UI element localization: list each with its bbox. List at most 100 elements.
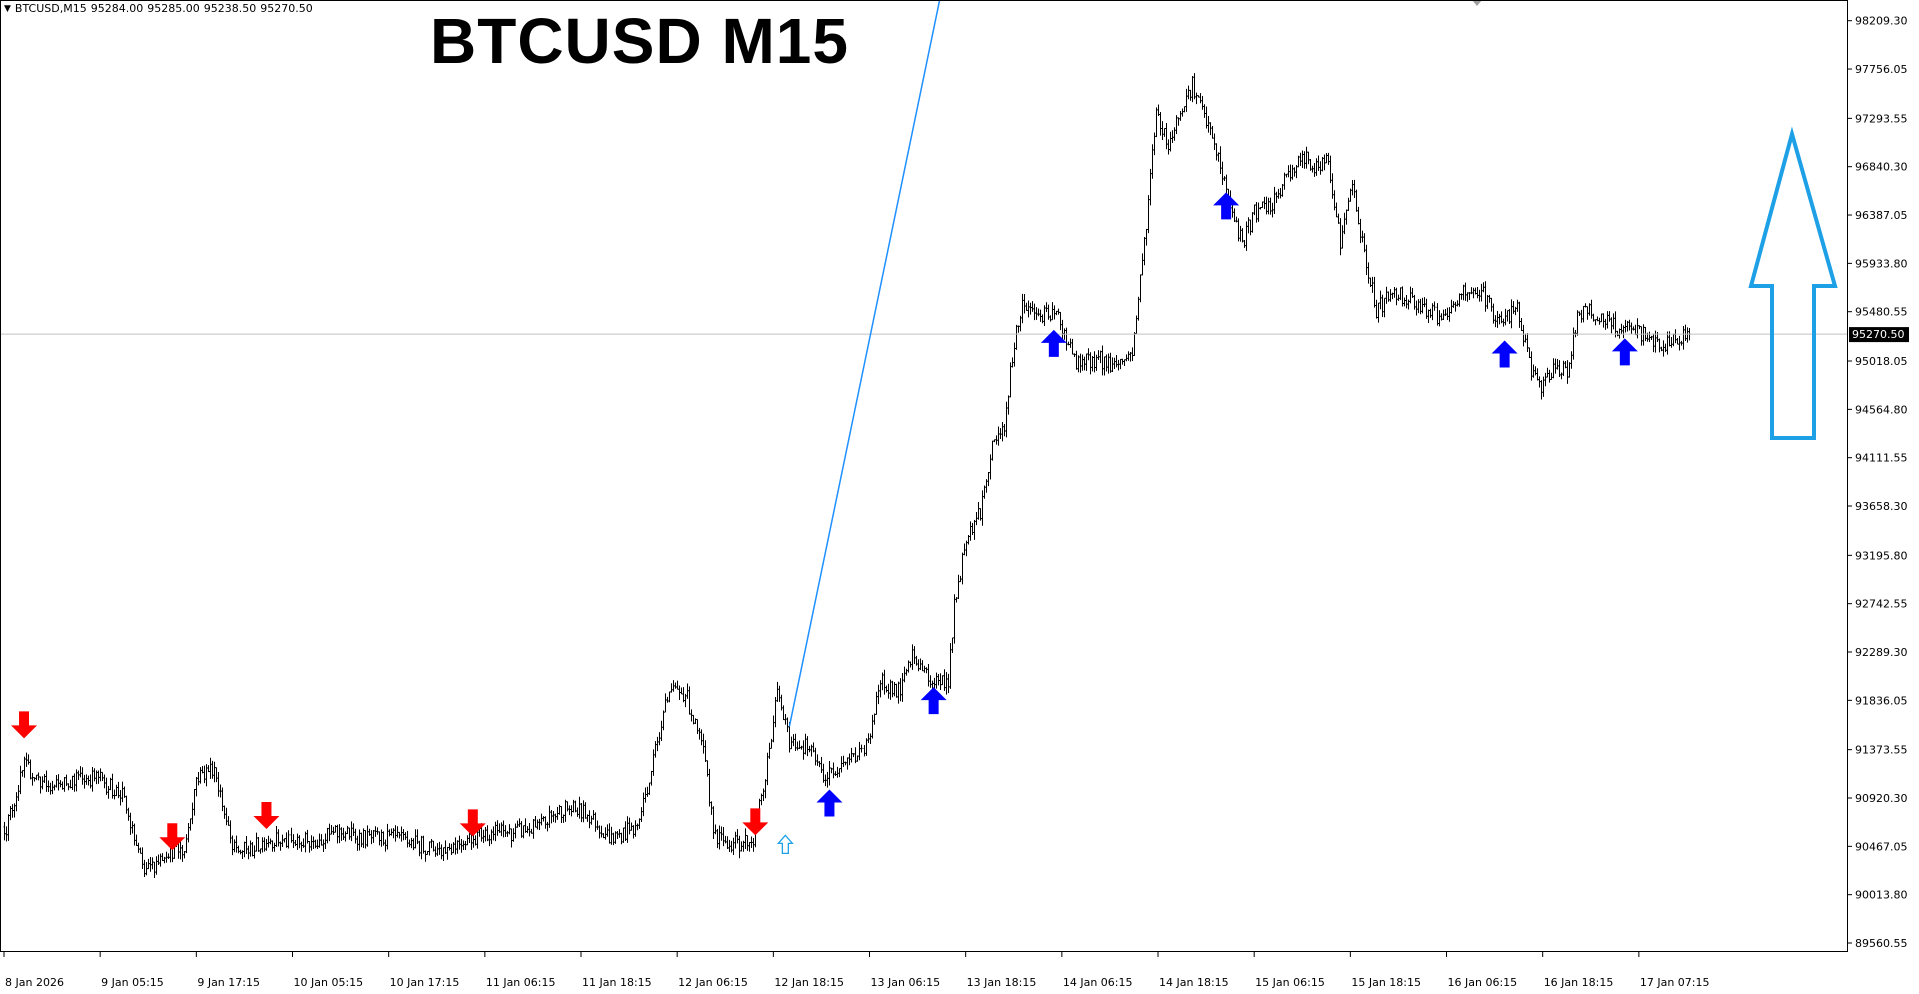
- ohlc-bar: [514, 823, 517, 839]
- ohlc-bar: [602, 833, 605, 839]
- ohlc-bar: [516, 820, 519, 828]
- ohlc-high: 95285.00: [147, 2, 200, 15]
- price-axis[interactable]: 98209.30 97756.05 97293.55 96840.30 96387.05…: [1848, 15, 1908, 950]
- ohlc-bar: [1371, 276, 1374, 293]
- ohlc-bar: [117, 781, 120, 799]
- ohlc-bar: [895, 683, 898, 698]
- price-tick-label: 92289.30: [1855, 646, 1908, 659]
- ohlc-bar: [1197, 95, 1200, 98]
- ohlc-bar: [800, 745, 803, 750]
- ohlc-bar: [1313, 162, 1316, 177]
- ohlc-bar: [1678, 335, 1681, 351]
- sell-arrow-icon: [459, 809, 486, 837]
- ohlc-bar: [1466, 292, 1469, 302]
- ohlc-bar: [239, 849, 242, 855]
- ohlc-bar: [380, 829, 383, 847]
- ohlc-bar: [1478, 289, 1481, 302]
- ohlc-bar: [873, 713, 876, 725]
- price-tick-label: 91836.05: [1855, 694, 1908, 707]
- ohlc-bar: [1215, 143, 1218, 161]
- ohlc-bar: [1648, 331, 1651, 342]
- ohlc-bar: [310, 835, 313, 851]
- ohlc-bar: [698, 727, 701, 740]
- ohlc-bar: [1319, 161, 1322, 175]
- ohlc-bar: [867, 733, 870, 744]
- ohlc-bar: [109, 777, 112, 791]
- ohlc-bar: [1415, 300, 1418, 316]
- big-up-arrow-icon: [1748, 126, 1838, 440]
- price-tick-label: 97756.05: [1855, 63, 1908, 76]
- trendline[interactable]: [788, 0, 941, 727]
- ohlc-bar: [1614, 311, 1617, 338]
- ohlc-bar: [1552, 358, 1555, 379]
- ohlc-bar: [1680, 340, 1683, 346]
- ohlc-bar: [1187, 85, 1190, 100]
- ohlc-bar: [540, 813, 543, 826]
- sell-arrow-icon: [159, 823, 186, 851]
- ohlc-bar: [1423, 297, 1426, 308]
- ohlc-bar: [550, 809, 553, 824]
- time-tick-label: 11 Jan 18:15: [582, 976, 652, 989]
- ohlc-bar: [1327, 152, 1330, 165]
- ohlc-bar: [1011, 357, 1014, 368]
- ohlc-bar: [382, 831, 385, 846]
- ohlc-bar: [11, 804, 14, 818]
- ohlc-bar: [792, 734, 795, 747]
- ohlc-bar: [1524, 333, 1527, 343]
- ohlc-bar: [893, 681, 896, 697]
- ohlc-bar: [211, 760, 214, 779]
- ohlc-bar: [1337, 213, 1340, 224]
- ohlc-bar: [955, 597, 958, 603]
- ohlc-bar: [334, 825, 337, 833]
- ohlc-bar: [939, 673, 942, 690]
- ohlc-bar: [947, 673, 950, 694]
- ohlc-bar: [1582, 305, 1585, 323]
- ohlc-bar: [1217, 152, 1220, 162]
- ohlc-bar: [1235, 216, 1238, 223]
- ohlc-bar: [1431, 303, 1434, 321]
- ohlc-bar: [1518, 301, 1521, 328]
- ohlc-bar: [1544, 372, 1547, 387]
- ohlc-bar: [670, 683, 673, 693]
- ohlc-bar: [414, 829, 417, 849]
- ohlc-bar: [263, 837, 266, 852]
- ohlc-bar: [802, 740, 805, 760]
- ohlc-bar: [706, 760, 709, 777]
- ohlc-bar: [47, 780, 50, 793]
- ohlc-bar: [1588, 303, 1591, 316]
- ohlc-bar: [273, 842, 276, 852]
- ohlc-bar: [584, 802, 587, 819]
- ohlc-bar: [858, 741, 861, 761]
- ohlc-bar: [1225, 174, 1228, 194]
- ohlc-bar: [1065, 327, 1068, 351]
- ohlc-bar: [1417, 299, 1420, 314]
- ohlc-bar: [1596, 316, 1599, 322]
- ohlc-bar: [283, 838, 286, 843]
- ohlc-bar: [1099, 350, 1102, 364]
- ohlc-bar: [865, 738, 868, 756]
- ohlc-bar: [79, 766, 82, 778]
- ohlc-bar: [1289, 164, 1292, 182]
- ohlc-bar: [913, 646, 916, 665]
- ohlc-bar: [1532, 364, 1535, 378]
- ohlc-bar: [1189, 89, 1192, 101]
- ohlc-bar: [302, 838, 305, 848]
- ohlc-bar: [434, 846, 437, 857]
- ohlc-bar: [838, 768, 841, 778]
- ohlc-bar: [598, 825, 601, 839]
- ohlc-bar: [536, 819, 539, 830]
- ohlc-bar: [300, 841, 303, 852]
- ohlc-bar: [340, 827, 343, 841]
- ohlc-bar: [1534, 366, 1537, 376]
- ohlc-bar: [700, 729, 703, 746]
- ohlc-bar: [644, 787, 647, 803]
- dropdown-triangle-icon[interactable]: ▼: [4, 3, 11, 14]
- time-tick-label: 13 Jan 18:15: [967, 976, 1037, 989]
- ohlc-bar: [364, 829, 367, 849]
- price-tick-label: 89560.55: [1855, 937, 1908, 950]
- chart-shift-marker-icon[interactable]: [1472, 0, 1482, 6]
- ohlc-open: 95284.00: [90, 2, 144, 15]
- ohlc-bar: [1105, 354, 1108, 372]
- time-axis[interactable]: 8 Jan 2026 9 Jan 05:15 9 Jan 17:15 10 Jan 0…: [3, 952, 1710, 989]
